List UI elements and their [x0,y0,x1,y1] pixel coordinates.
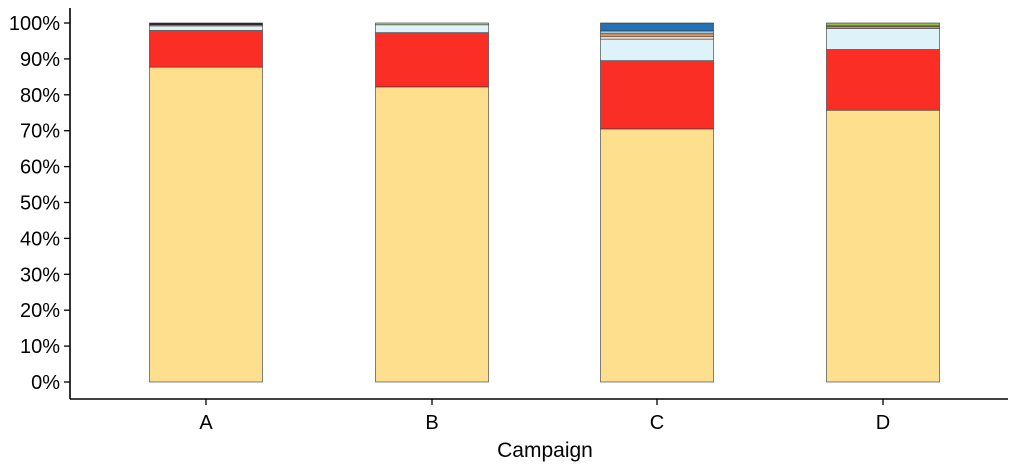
bar-segment-c-0 [600,128,714,383]
y-tick-label-0: 0% [31,372,60,394]
bar-segment-d-7 [826,22,940,27]
bar-segment-a-0 [149,66,263,383]
y-tick-label-50: 50% [20,193,60,215]
x-tick-label-c: C [650,412,664,434]
bar-segment-d-1 [826,49,940,111]
bar-segment-c-8 [600,22,714,32]
bar-segment-c-4 [600,33,714,37]
y-tick-label-60: 60% [20,157,60,179]
bar-segment-c-1 [600,60,714,130]
y-tick-label-100: 100% [9,13,60,35]
bar-segment-a-1 [149,30,263,68]
x-tick-label-b: B [425,412,438,434]
axes-layer: 0% 10% 20% 30% 40% 50% 60% 70% 80% 90% 100% A B C D [9,8,1008,434]
y-tick-label-80: 80% [20,85,60,107]
bar-segment-a-9 [149,22,263,26]
bar-segment-c-2 [600,38,714,61]
bars-layer [149,22,940,383]
y-tick-label-40: 40% [20,228,60,250]
bar-segment-b-6 [375,22,489,26]
bar-segment-c-5 [600,30,714,35]
y-tick-label-90: 90% [20,49,60,71]
bar-segment-d-0 [826,109,940,383]
bar-segment-d-2 [826,28,940,50]
bar-segment-b-0 [375,86,489,383]
y-tick-label-70: 70% [20,121,60,143]
y-tick-label-30: 30% [20,264,60,286]
bar-segment-c-3 [600,35,714,40]
x-axis-title: Campaign [497,439,593,462]
x-tick-label-d: D [876,412,890,434]
y-tick-label-20: 20% [20,300,60,322]
bar-segment-b-2 [375,24,489,33]
x-tick-label-a: A [199,412,213,434]
bar-segment-b-1 [375,32,489,88]
y-tick-label-10: 10% [20,336,60,358]
bar-segment-a-2 [149,25,263,31]
